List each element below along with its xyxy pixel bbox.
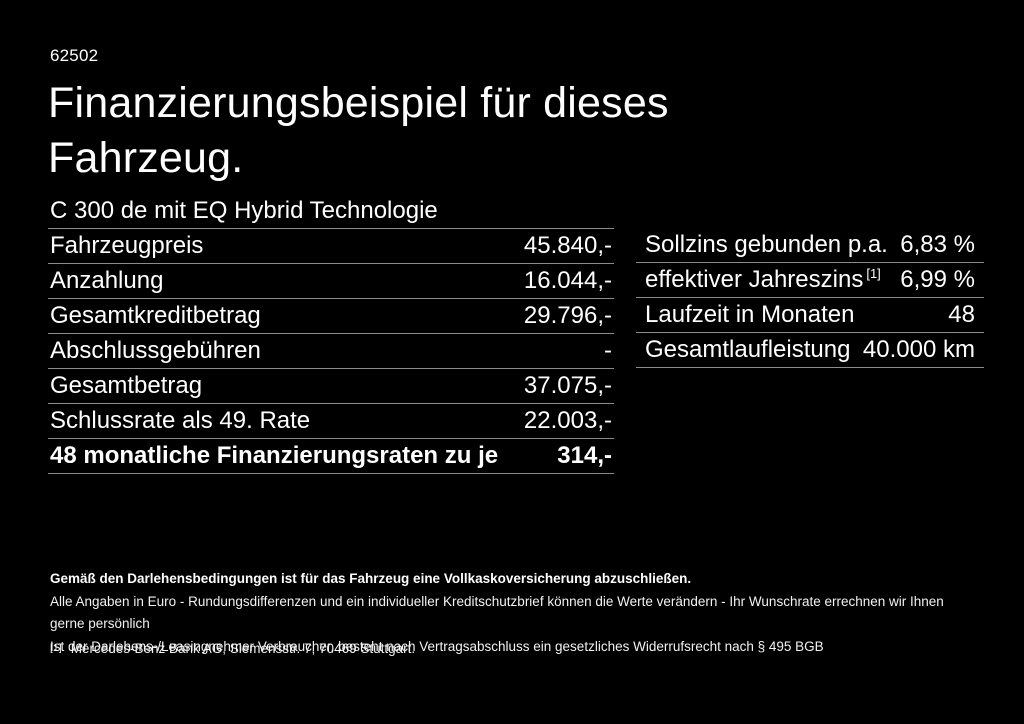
row-label: Sollzins gebunden p.a. bbox=[645, 231, 888, 258]
financing-table: Fahrzeugpreis 45.840,- Anzahlung 16.044,… bbox=[48, 228, 614, 474]
row-value: 22.003,- bbox=[523, 407, 612, 434]
row-label-text: effektiver Jahreszins bbox=[645, 266, 864, 293]
row-label: Fahrzeugpreis bbox=[50, 232, 204, 259]
footnote-bank-address: [1] Mercedes-Benz Bank AG, Siemensstr. 7… bbox=[50, 641, 415, 656]
table-row-abschlussgebuehren: Abschlussgebühren - bbox=[48, 334, 614, 369]
table-row-gesamtbetrag: Gesamtbetrag 37.075,- bbox=[48, 369, 614, 404]
row-value: 45.840,- bbox=[523, 232, 612, 259]
footnote-text: Mercedes-Benz Bank AG, Siemensstr. 7, 70… bbox=[70, 641, 416, 656]
row-label: Gesamtbetrag bbox=[50, 372, 203, 399]
vehicle-model-subtitle: C 300 de mit EQ Hybrid Technologie bbox=[50, 197, 438, 224]
table-row-anzahlung: Anzahlung 16.044,- bbox=[48, 264, 614, 299]
table-row-schlussrate: Schlussrate als 49. Rate 22.003,- bbox=[48, 404, 614, 439]
table-row-gesamtlaufleistung: Gesamtlaufleistung 40.000 km bbox=[636, 333, 984, 368]
row-value: 6,99 % bbox=[900, 266, 975, 293]
table-row-sollzins: Sollzins gebunden p.a. 6,83 % bbox=[636, 228, 984, 263]
row-value: 40.000 km bbox=[862, 336, 975, 363]
table-row-gesamtkreditbetrag: Gesamtkreditbetrag 29.796,- bbox=[48, 299, 614, 334]
disclaimer-euro-note: Alle Angaben in Euro - Rundungsdifferenz… bbox=[50, 593, 944, 632]
row-value: 6,83 % bbox=[900, 231, 975, 258]
row-label: Gesamtlaufleistung bbox=[645, 336, 851, 363]
legal-disclaimer: Gemäß den Darlehensbedingungen ist für d… bbox=[50, 568, 980, 658]
row-label: Gesamtkreditbetrag bbox=[50, 302, 261, 329]
footnote-marker: [1] bbox=[50, 642, 62, 654]
disclaimer-widerrufsrecht: Ist der Darlehens-/Leasingnehmer Verbrau… bbox=[50, 638, 824, 654]
row-label: effektiver Jahreszins [1] bbox=[645, 266, 881, 294]
row-value: 37.075,- bbox=[523, 372, 612, 399]
conditions-table: Sollzins gebunden p.a. 6,83 % effektiver… bbox=[636, 228, 984, 368]
table-row-effektiver-jahreszins: effektiver Jahreszins [1] 6,99 % bbox=[636, 263, 984, 298]
row-value: 314,- bbox=[557, 442, 612, 469]
row-label: Abschlussgebühren bbox=[50, 337, 261, 364]
row-label: Anzahlung bbox=[50, 267, 164, 294]
row-value: - bbox=[604, 337, 612, 364]
table-row-fahrzeugpreis: Fahrzeugpreis 45.840,- bbox=[48, 229, 614, 264]
row-value: 29.796,- bbox=[523, 302, 612, 329]
row-label: 48 monatliche Finanzierungsraten zu je bbox=[50, 442, 499, 469]
row-label: Schlussrate als 49. Rate bbox=[50, 407, 311, 434]
document-number: 62502 bbox=[50, 46, 99, 65]
footnote-reference: [1] bbox=[866, 266, 881, 281]
disclaimer-insurance: Gemäß den Darlehensbedingungen ist für d… bbox=[50, 571, 692, 586]
row-value: 48 bbox=[948, 301, 975, 328]
row-value: 16.044,- bbox=[523, 267, 612, 294]
row-label: Laufzeit in Monaten bbox=[645, 301, 855, 328]
table-row-laufzeit: Laufzeit in Monaten 48 bbox=[636, 298, 984, 333]
table-row-monatsrate: 48 monatliche Finanzierungsraten zu je 3… bbox=[48, 439, 614, 474]
page-title: Finanzierungsbeispiel für dieses Fahrzeu… bbox=[48, 79, 669, 182]
